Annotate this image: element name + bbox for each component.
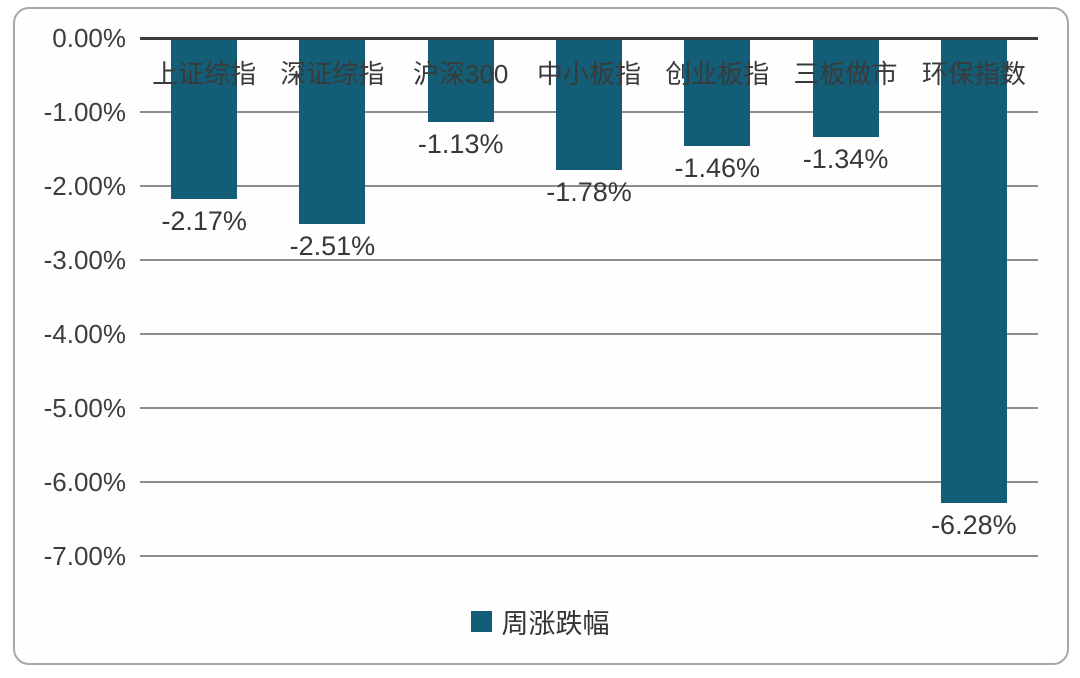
bar-value-label: -1.34% [802,144,889,175]
zero-axis-line [140,36,1038,40]
gridline [140,407,1038,409]
bar-value-label: -2.17% [161,205,247,236]
y-tick-label: -3.00% [43,245,126,275]
category-label: 上证综指 [152,59,257,89]
y-tick-label: -1.00% [43,97,126,127]
category-label: 三板做市 [793,59,898,89]
bar-value-label: -1.46% [674,153,761,184]
bar-6 [812,38,879,138]
gridline [140,259,1038,261]
legend: 周涨跌幅 [0,602,1080,641]
bar-4 [556,38,622,170]
legend-marker-square [470,611,492,632]
bar-value-label: -1.78% [546,176,632,207]
y-tick-label: -4.00% [43,319,126,349]
bar-value-label: -2.51% [289,230,376,261]
category-label: 深证综指 [280,59,385,89]
gridline [140,481,1038,483]
category-label: 中小板指 [536,59,641,89]
y-tick-label: -7.00% [43,541,126,571]
y-tick-label: -2.00% [43,171,126,201]
bar-2 [299,38,366,224]
bar-7 [940,38,1007,503]
category-label: 环保指数 [921,59,1026,89]
bar-1 [171,38,238,199]
bar-5 [684,38,751,147]
bar-value-label: -1.13% [417,128,504,159]
legend-label: 周涨跌幅 [501,609,610,639]
y-tick-label: -5.00% [43,393,126,423]
gridline [140,333,1038,335]
bar-value-label: -6.28% [931,509,1017,540]
y-tick-label: -6.00% [43,467,126,497]
gridline [140,555,1038,557]
y-tick-label: 0.00% [52,23,126,53]
bar-3 [427,38,494,122]
gridline [140,185,1038,187]
category-label: 创业板指 [665,59,770,89]
category-label: 沪深300 [413,59,509,89]
